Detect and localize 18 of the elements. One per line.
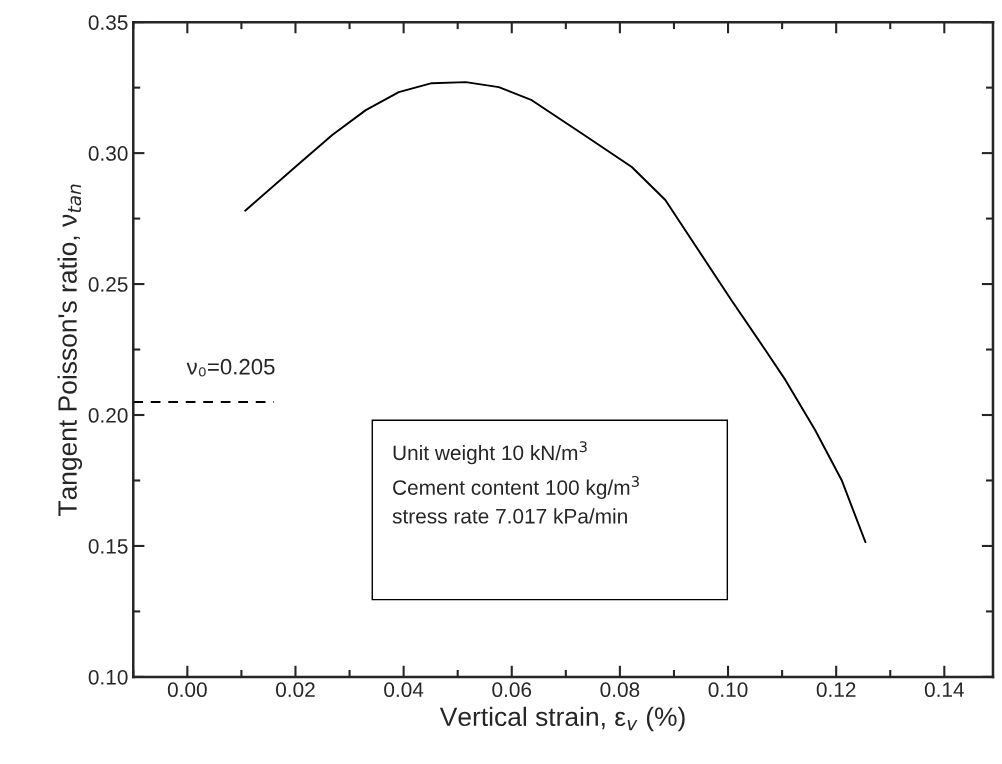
y-axis-title: Tangent Poisson's ratio, ν$_{tan}$ xyxy=(57,184,83,516)
y-tick-label: 0.20 xyxy=(88,408,128,423)
x-tick-label: 0.04 xyxy=(384,682,424,698)
x-tick-label: 0.08 xyxy=(600,682,640,698)
x-tick-label: 0.00 xyxy=(167,682,207,698)
y-tick-label: 0.35 xyxy=(88,15,128,30)
text: Unit weight 10 kN/m$^{3}$ Cement content 100 kg/m$^{3}$ stress rate 7.017 kPa/min xyxy=(392,441,639,524)
y-tick-label: 0.10 xyxy=(88,669,128,685)
y-tick-label: 0.15 xyxy=(88,538,128,554)
y-tick-label: 0.30 xyxy=(88,146,128,161)
y-tick-label: 0.25 xyxy=(88,277,128,292)
annotation: ν₀=0.205 xyxy=(186,358,275,377)
x-tick-label: 0.06 xyxy=(492,682,532,698)
x-tick-label: 0.12 xyxy=(816,682,856,698)
x-tick-label: 0.02 xyxy=(276,682,315,698)
x-tick-label: 0.14 xyxy=(924,682,964,698)
x-tick-label: 0.10 xyxy=(708,682,748,698)
x-axis-title: Vertical strain, ε$_{v}$ (%) xyxy=(439,706,685,732)
